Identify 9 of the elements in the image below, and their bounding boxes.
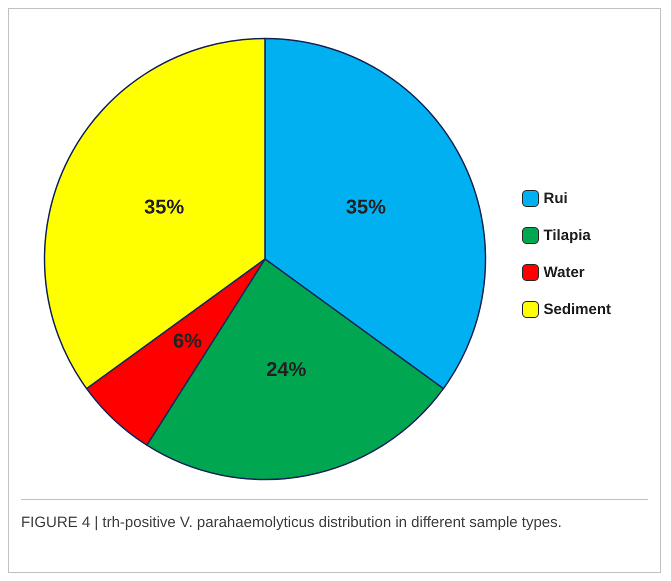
data-label: 35% (144, 196, 184, 219)
data-label: 24% (266, 359, 306, 382)
caption: FIGURE 4 | trh-positive V. parahaemolyticus distribution in different sample types. (21, 499, 648, 533)
legend-label: Rui (544, 190, 568, 207)
data-label: 35% (346, 196, 386, 219)
legend-label: Sediment (544, 301, 612, 318)
legend-label: Water (544, 264, 585, 281)
legend-label: Tilapia (544, 227, 592, 244)
data-label: 6% (173, 330, 202, 353)
